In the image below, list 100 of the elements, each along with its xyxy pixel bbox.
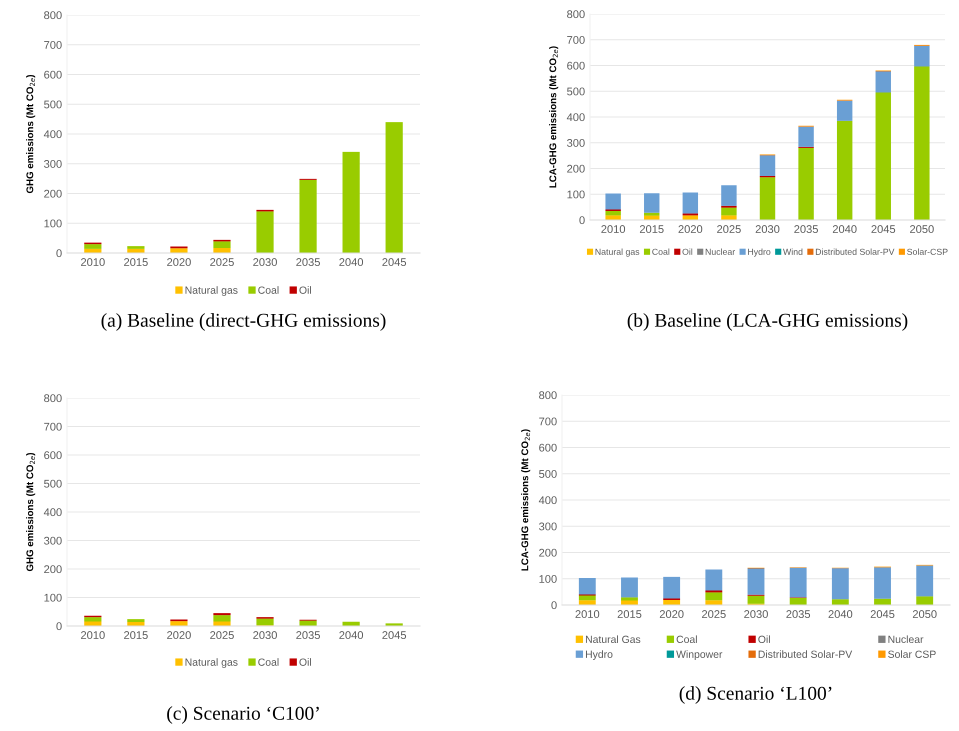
legend-label: Hydro bbox=[748, 248, 770, 257]
legend-label: Distributed Solar-PV bbox=[758, 650, 852, 658]
x-tick-label: 2045 bbox=[870, 610, 894, 618]
y-tick-label: 600 bbox=[44, 70, 62, 79]
y-tick-label: 400 bbox=[566, 113, 585, 122]
y-tick-label: 500 bbox=[567, 88, 585, 96]
legend-label: Coal bbox=[676, 635, 697, 644]
x-tick-label: 2010 bbox=[81, 631, 105, 640]
y-axis-title: GHG emissions (Mt CO$_{2e}$) bbox=[26, 74, 36, 194]
y-axis-title: LCA-GHG emissions (Mt CO$_{2e}$) bbox=[549, 46, 558, 188]
x-tick-label: 2015 bbox=[640, 225, 664, 234]
x-tick-label: 2030 bbox=[253, 258, 277, 266]
x-tick-label: 2010 bbox=[601, 225, 626, 234]
x-tick-label: 2020 bbox=[678, 225, 702, 234]
x-tick-label: 2035 bbox=[296, 258, 320, 266]
y-tick-label: 100 bbox=[44, 594, 62, 602]
x-tick-label: 2040 bbox=[339, 258, 364, 266]
y-tick-label: 300 bbox=[539, 522, 557, 530]
y-tick-label: 600 bbox=[539, 444, 557, 452]
x-tick-label: 2040 bbox=[828, 610, 852, 618]
x-tick-label: 2050 bbox=[910, 225, 934, 234]
y-tick-label: 0 bbox=[551, 601, 557, 610]
x-tick-label: 2035 bbox=[296, 631, 320, 640]
y-tick-label: 300 bbox=[44, 160, 62, 168]
legend-label: Nuclear bbox=[706, 248, 736, 255]
legend-label: Natural gas bbox=[186, 658, 238, 668]
legend-label: Coal bbox=[258, 286, 278, 294]
x-tick-label: 2020 bbox=[660, 610, 684, 618]
legend-label: Coal bbox=[258, 658, 278, 666]
y-tick-label: 0 bbox=[56, 622, 62, 630]
x-tick-label: 2010 bbox=[81, 258, 105, 266]
x-tick-label: 2025 bbox=[702, 610, 726, 618]
x-tick-label: 2050 bbox=[912, 610, 937, 618]
legend-label: Natural gas bbox=[596, 248, 640, 257]
x-tick-label: 2045 bbox=[382, 631, 406, 640]
legend-label: Wind bbox=[783, 248, 802, 255]
y-tick-label: 100 bbox=[44, 220, 62, 228]
y-tick-label: 400 bbox=[538, 496, 557, 504]
legend-label: Solar-CSP bbox=[907, 248, 948, 255]
y-tick-label: 100 bbox=[567, 190, 585, 198]
legend-label: Solar CSP bbox=[888, 650, 936, 658]
x-tick-label: 2025 bbox=[717, 225, 741, 234]
y-tick-label: 800 bbox=[44, 394, 62, 402]
legend-label: Winpower bbox=[676, 650, 722, 660]
text: (d) Scenario ‘L100’ bbox=[680, 686, 832, 704]
x-tick-label: 2045 bbox=[871, 225, 896, 234]
y-tick-label: 400 bbox=[44, 130, 62, 138]
x-tick-label: 2030 bbox=[744, 610, 768, 618]
x-tick-label: 2040 bbox=[832, 225, 857, 234]
legend-label: Oil bbox=[299, 286, 311, 294]
y-tick-label: 400 bbox=[44, 508, 62, 516]
y-tick-label: 800 bbox=[44, 11, 62, 20]
x-tick-label: 2020 bbox=[167, 631, 191, 640]
y-tick-label: 700 bbox=[44, 41, 62, 49]
legend-label: Oil bbox=[682, 248, 692, 255]
text: (a) Baseline (direct-GHG emissions) bbox=[102, 313, 386, 331]
y-tick-label: 200 bbox=[44, 565, 62, 574]
y-tick-label: 0 bbox=[56, 249, 62, 258]
x-tick-label: 2035 bbox=[786, 610, 810, 618]
y-tick-label: 700 bbox=[567, 36, 585, 44]
y-tick-label: 200 bbox=[44, 190, 62, 198]
y-tick-label: 700 bbox=[539, 418, 557, 426]
y-tick-label: 800 bbox=[567, 10, 585, 18]
y-tick-label: 500 bbox=[539, 470, 557, 478]
legend-label: Oil bbox=[299, 658, 311, 666]
y-tick-label: 500 bbox=[44, 100, 62, 108]
legend-label: Oil bbox=[758, 635, 770, 644]
legend-label: Nuclear bbox=[888, 635, 924, 644]
x-tick-label: 2015 bbox=[618, 610, 642, 618]
x-tick-label: 2025 bbox=[210, 258, 234, 266]
y-axis-title: GHG emissions (Mt CO$_{2e}$) bbox=[26, 452, 36, 572]
x-tick-label: 2045 bbox=[382, 258, 406, 266]
y-tick-label: 200 bbox=[567, 164, 585, 173]
y-tick-label: 200 bbox=[539, 548, 557, 557]
y-tick-label: 600 bbox=[567, 62, 585, 70]
text: (c) Scenario ‘C100’ bbox=[167, 706, 319, 724]
x-tick-label: 2030 bbox=[756, 225, 780, 234]
x-tick-label: 2025 bbox=[210, 631, 234, 640]
legend-label: Natural Gas bbox=[586, 635, 640, 644]
x-tick-label: 2015 bbox=[124, 258, 148, 266]
y-tick-label: 100 bbox=[539, 575, 557, 583]
y-tick-label: 500 bbox=[44, 480, 62, 488]
y-tick-label: 300 bbox=[567, 139, 585, 147]
x-tick-label: 2015 bbox=[124, 631, 148, 640]
x-tick-label: 2040 bbox=[339, 631, 364, 640]
text: (b) Baseline (LCA-GHG emissions) bbox=[628, 313, 908, 331]
y-tick-label: 600 bbox=[44, 451, 62, 460]
y-tick-label: 0 bbox=[579, 216, 585, 224]
legend-label: Coal bbox=[652, 248, 670, 255]
legend-label: Hydro bbox=[586, 650, 612, 660]
x-tick-label: 2020 bbox=[167, 258, 191, 266]
x-tick-label: 2010 bbox=[576, 610, 600, 618]
y-axis-title: LCA-GHG emissions (Mt CO$_{2e}$) bbox=[521, 429, 530, 571]
y-tick-label: 800 bbox=[539, 391, 557, 400]
y-tick-label: 300 bbox=[44, 536, 62, 545]
y-tick-label: 700 bbox=[44, 422, 62, 431]
legend-label: Natural gas bbox=[186, 286, 238, 296]
x-tick-label: 2030 bbox=[253, 631, 277, 640]
x-tick-label: 2035 bbox=[794, 225, 818, 234]
legend-label: Distributed Solar-PV bbox=[816, 248, 894, 255]
